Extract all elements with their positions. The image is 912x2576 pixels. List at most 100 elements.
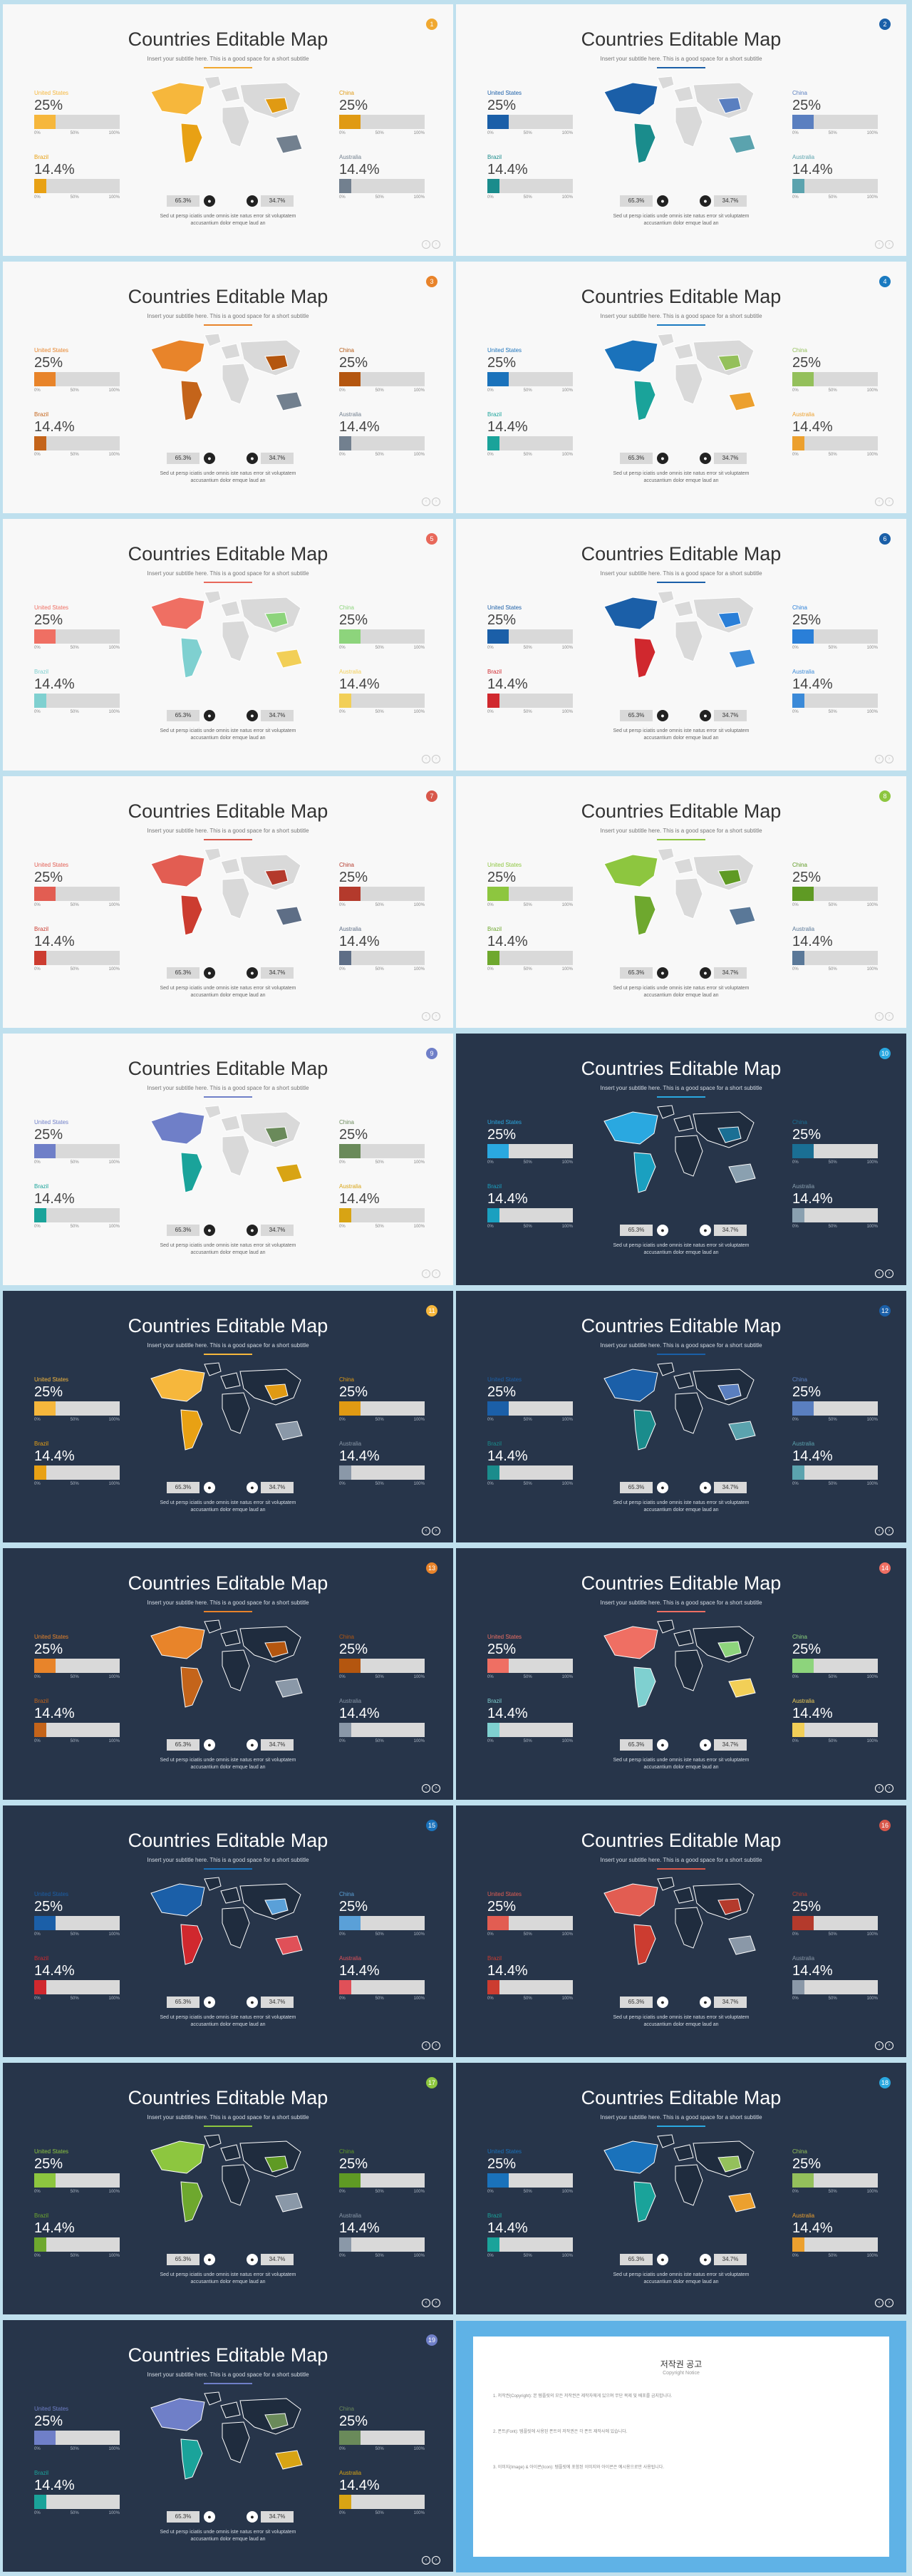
next-icon[interactable]: ›	[885, 1527, 893, 1535]
slide-nav[interactable]: ‹ ›	[420, 1527, 440, 1535]
slide-14[interactable]: 14 Countries Editable Map Insert your subt…	[456, 1548, 906, 1800]
next-icon[interactable]: ›	[432, 755, 440, 763]
slide-1[interactable]: 1 Countries Editable Map Insert your subti…	[3, 4, 453, 256]
slide-5[interactable]: 5 Countries Editable Map Insert your subti…	[3, 519, 453, 771]
slide-10[interactable]: 10 Countries Editable Map Insert your subt…	[456, 1034, 906, 1285]
copyright-slide[interactable]: 저작권 공고 Copyright Notice 1. 저작권(Copyright…	[456, 2321, 906, 2572]
prev-icon[interactable]: ‹	[875, 1012, 884, 1021]
slide-nav[interactable]: ‹ ›	[420, 2299, 440, 2307]
next-icon[interactable]: ›	[885, 1269, 893, 1278]
next-icon[interactable]: ›	[432, 1784, 440, 1793]
slide-nav[interactable]: ‹ ›	[420, 2556, 440, 2565]
africa-shape	[675, 363, 703, 405]
prev-icon[interactable]: ‹	[875, 1784, 884, 1793]
slide-17[interactable]: 17 Countries Editable Map Insert your subt…	[3, 2063, 453, 2314]
next-icon[interactable]: ›	[885, 1784, 893, 1793]
next-icon[interactable]: ›	[885, 498, 893, 506]
slide-7[interactable]: 7 Countries Editable Map Insert your subti…	[3, 776, 453, 1028]
slide-4[interactable]: 4 Countries Editable Map Insert your subti…	[456, 262, 906, 513]
next-icon[interactable]: ›	[432, 498, 440, 506]
slide-nav[interactable]: ‹ ›	[420, 498, 440, 506]
prev-icon[interactable]: ‹	[875, 1269, 884, 1278]
slide-6[interactable]: 6 Countries Editable Map Insert your subti…	[456, 519, 906, 771]
prev-icon[interactable]: ‹	[422, 2041, 430, 2050]
next-icon[interactable]: ›	[885, 2299, 893, 2307]
next-icon[interactable]: ›	[432, 1269, 440, 1278]
slide-nav[interactable]: ‹ ›	[874, 240, 893, 249]
prev-icon[interactable]: ‹	[422, 1527, 430, 1535]
slide-nav[interactable]: ‹ ›	[874, 2299, 893, 2307]
tick-label: 0%	[487, 1675, 494, 1679]
slide-8[interactable]: 8 Countries Editable Map Insert your subti…	[456, 776, 906, 1028]
next-icon[interactable]: ›	[885, 240, 893, 249]
tick-label: 0%	[34, 903, 41, 907]
tick-label: 0%	[792, 131, 799, 135]
slide-nav[interactable]: ‹ ›	[874, 1527, 893, 1535]
prev-icon[interactable]: ‹	[422, 240, 430, 249]
prev-icon[interactable]: ‹	[875, 2041, 884, 2050]
slide-nav[interactable]: ‹ ›	[874, 1012, 893, 1021]
slide-nav[interactable]: ‹ ›	[420, 240, 440, 249]
prev-icon[interactable]: ‹	[875, 2299, 884, 2307]
next-icon[interactable]: ›	[432, 2041, 440, 2050]
slide-9[interactable]: 9 Countries Editable Map Insert your subti…	[3, 1034, 453, 1285]
slide-nav[interactable]: ‹ ›	[874, 2041, 893, 2050]
slide-nav[interactable]: ‹ ›	[420, 755, 440, 763]
next-icon[interactable]: ›	[885, 2041, 893, 2050]
next-icon[interactable]: ›	[432, 2299, 440, 2307]
tick-label: 100%	[561, 453, 573, 457]
slide-nav[interactable]: ‹ ›	[874, 755, 893, 763]
slide-2[interactable]: 2 Countries Editable Map Insert your subti…	[456, 4, 906, 256]
prev-icon[interactable]: ‹	[422, 498, 430, 506]
slide-nav[interactable]: ‹ ›	[420, 1269, 440, 1278]
stat-china: China 25% 0% 50% 100%	[792, 1634, 878, 1679]
prev-icon[interactable]: ‹	[875, 755, 884, 763]
slide-15[interactable]: 15 Countries Editable Map Insert your subt…	[3, 1805, 453, 2057]
slide-16[interactable]: 16 Countries Editable Map Insert your subt…	[456, 1805, 906, 2057]
prev-icon[interactable]: ‹	[875, 240, 884, 249]
slide-nav[interactable]: ‹ ›	[420, 2041, 440, 2050]
next-icon[interactable]: ›	[432, 2556, 440, 2565]
slide-nav[interactable]: ‹ ›	[874, 498, 893, 506]
slide-nav[interactable]: ‹ ›	[874, 1269, 893, 1278]
male-icon: ●	[657, 453, 668, 464]
bar-ticks: 0% 50% 100%	[792, 1997, 878, 2001]
progress-fill	[792, 1659, 814, 1673]
north-america-shape	[603, 597, 658, 630]
slide-nav[interactable]: ‹ ›	[420, 1012, 440, 1021]
slide-18[interactable]: 18 Countries Editable Map Insert your subt…	[456, 2063, 906, 2314]
country-name: United States	[34, 1634, 69, 1640]
tick-label: 50%	[70, 1675, 79, 1679]
tick-label: 100%	[866, 710, 878, 714]
bar-ticks: 0% 50% 100%	[487, 1160, 573, 1165]
prev-icon[interactable]: ‹	[422, 2299, 430, 2307]
tick-label: 50%	[828, 1739, 837, 1743]
slide-nav[interactable]: ‹ ›	[420, 1784, 440, 1793]
slide-nav[interactable]: ‹ ›	[874, 1784, 893, 1793]
country-value: 25%	[792, 1899, 822, 1915]
progress-fill	[339, 887, 361, 901]
prev-icon[interactable]: ‹	[422, 1269, 430, 1278]
progress-bar	[34, 694, 120, 708]
next-icon[interactable]: ›	[432, 1527, 440, 1535]
progress-fill	[34, 2495, 47, 2509]
slide-13[interactable]: 13 Countries Editable Map Insert your subt…	[3, 1548, 453, 1800]
slide-3[interactable]: 3 Countries Editable Map Insert your subti…	[3, 262, 453, 513]
next-icon[interactable]: ›	[432, 240, 440, 249]
next-icon[interactable]: ›	[885, 1012, 893, 1021]
progress-fill	[792, 1723, 805, 1737]
next-icon[interactable]: ›	[885, 755, 893, 763]
prev-icon[interactable]: ‹	[422, 2556, 430, 2565]
female-icon: ●	[700, 453, 711, 464]
slide-19[interactable]: 19 Countries Editable Map Insert your subt…	[3, 2320, 453, 2572]
slide-12[interactable]: 12 Countries Editable Map Insert your subt…	[456, 1291, 906, 1542]
title-underline	[657, 67, 705, 68]
prev-icon[interactable]: ‹	[422, 1012, 430, 1021]
prev-icon[interactable]: ‹	[875, 1527, 884, 1535]
next-icon[interactable]: ›	[432, 1012, 440, 1021]
prev-icon[interactable]: ‹	[422, 1784, 430, 1793]
prev-icon[interactable]: ‹	[875, 498, 884, 506]
slide-11[interactable]: 11 Countries Editable Map Insert your subt…	[3, 1291, 453, 1542]
slide-description: Sed ut persp iciatis unde omnis iste nat…	[613, 1243, 750, 1255]
prev-icon[interactable]: ‹	[422, 755, 430, 763]
